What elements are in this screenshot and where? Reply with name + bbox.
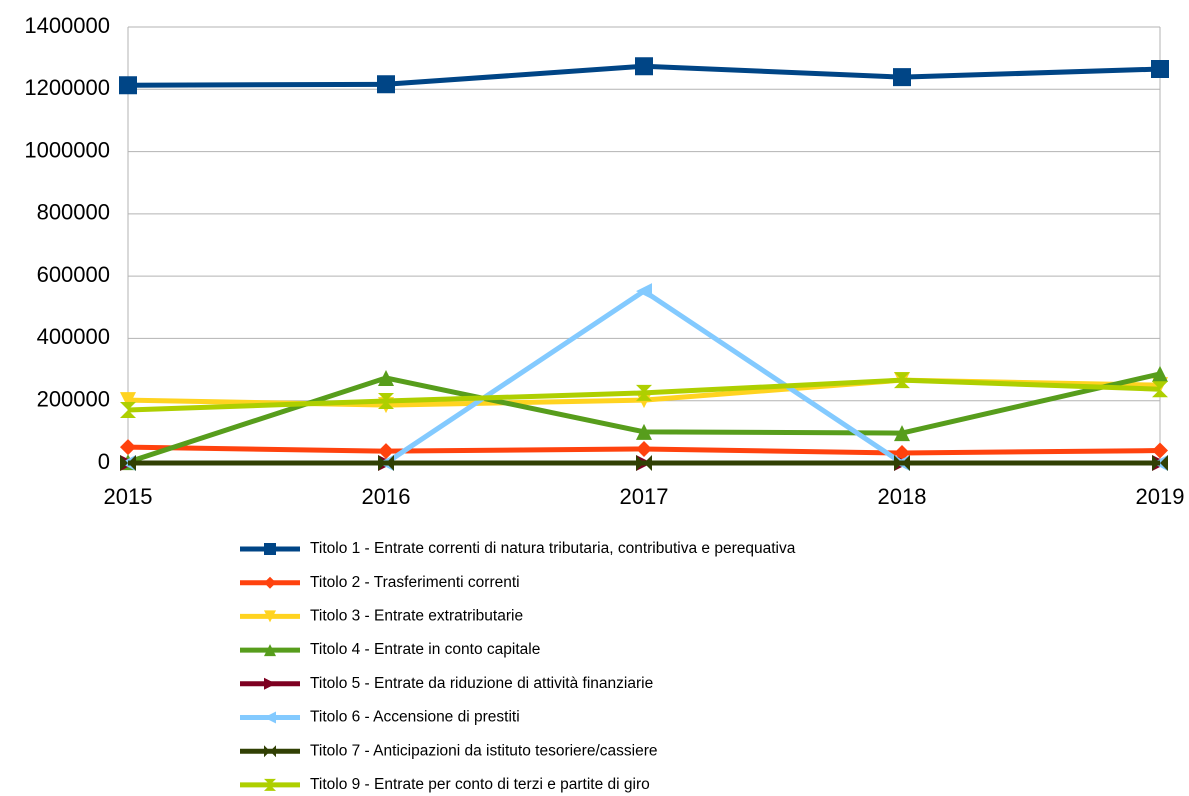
marker [636, 455, 652, 471]
marker [264, 610, 276, 623]
marker [894, 425, 910, 442]
marker [893, 68, 911, 87]
legend-label: Titolo 7 - Anticipazioni da istituto tes… [310, 742, 657, 759]
legend-label: Titolo 3 - Entrate extratributarie [310, 607, 523, 624]
series [120, 439, 1168, 462]
marker [378, 369, 394, 386]
legend-item: Titolo 5 - Entrate da riduzione di attiv… [240, 675, 653, 692]
marker [1152, 381, 1168, 398]
legend-label: Titolo 6 - Accensione di prestiti [310, 709, 520, 726]
marker [264, 778, 276, 791]
marker [636, 384, 652, 401]
marker [636, 423, 652, 440]
legend-label: Titolo 5 - Entrate da riduzione di attiv… [310, 675, 653, 692]
series [120, 455, 1168, 471]
legend-label: Titolo 2 - Trasferimenti correnti [310, 574, 520, 591]
marker [1152, 442, 1168, 459]
legend-label: Titolo 1 - Entrate correnti di natura tr… [310, 540, 796, 557]
legend-label: Titolo 4 - Entrate in conto capitale [310, 641, 540, 658]
legend-item: Titolo 7 - Anticipazioni da istituto tes… [240, 742, 657, 759]
marker [264, 543, 276, 555]
marker [1152, 455, 1168, 471]
y-tick-label: 200000 [37, 387, 110, 412]
marker [894, 372, 910, 389]
marker [264, 677, 276, 690]
y-tick-label: 1000000 [24, 137, 110, 162]
marker [636, 440, 652, 457]
marker [1152, 365, 1168, 382]
marker [120, 455, 136, 471]
marker [119, 76, 137, 95]
marker [264, 576, 276, 589]
x-tick-label: 2019 [1136, 484, 1185, 509]
y-tick-label: 1200000 [24, 75, 110, 100]
x-tick-label: 2016 [362, 484, 411, 509]
marker [894, 455, 910, 471]
x-tick-label: 2015 [104, 484, 153, 509]
marker [120, 402, 136, 419]
legend-item: Titolo 9 - Entrate per conto di terzi e … [240, 776, 650, 793]
legend-item: Titolo 3 - Entrate extratributarie [240, 607, 523, 624]
series [119, 57, 1169, 95]
marker [264, 745, 276, 758]
marker [120, 439, 136, 456]
marker [264, 644, 276, 657]
y-tick-label: 800000 [37, 200, 110, 225]
legend-label: Titolo 9 - Entrate per conto di terzi e … [310, 776, 650, 793]
marker [120, 392, 136, 409]
x-tick-label: 2018 [878, 484, 927, 509]
marker [378, 393, 394, 410]
y-tick-label: 0 [98, 449, 110, 474]
y-tick-label: 400000 [37, 324, 110, 349]
marker [1151, 60, 1169, 79]
legend-item: Titolo 2 - Trasferimenti correnti [240, 574, 520, 591]
series [120, 372, 1168, 419]
marker [635, 57, 653, 76]
marker [378, 443, 394, 460]
x-tick-label: 2017 [620, 484, 669, 509]
legend-item: Titolo 6 - Accensione di prestiti [240, 709, 520, 726]
marker [378, 455, 394, 471]
y-tick-label: 600000 [37, 262, 110, 287]
marker [636, 283, 652, 300]
legend-item: Titolo 1 - Entrate correnti di natura tr… [240, 540, 796, 557]
marker [264, 711, 276, 724]
y-tick-label: 1400000 [24, 13, 110, 38]
legend-item: Titolo 4 - Entrate in conto capitale [240, 641, 540, 658]
marker [377, 75, 395, 94]
